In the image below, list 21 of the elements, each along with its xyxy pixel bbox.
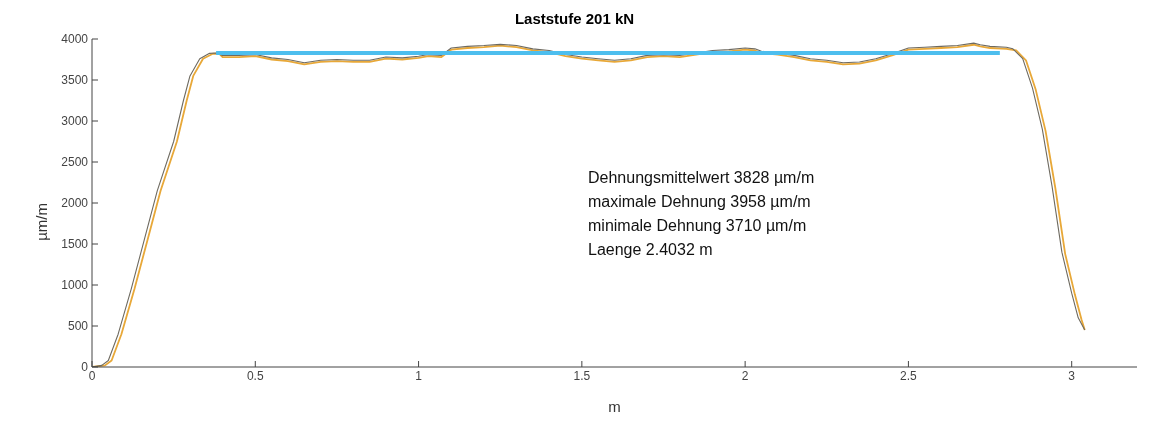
x-axis-title: m	[608, 398, 621, 415]
y-tick-label: 500	[67, 319, 89, 334]
y-axis-title: µm/m	[33, 203, 51, 241]
x-tick-label: 2	[741, 368, 749, 383]
y-tick-label: 3000	[61, 114, 89, 129]
x-tick-label: 1	[415, 368, 423, 383]
x-tick-label: 2.5	[900, 368, 918, 383]
y-tick-label: 1000	[61, 278, 89, 293]
y-tick-label: 3500	[61, 73, 89, 88]
annotation: maximale Dehnung 3958 µm/m	[588, 192, 812, 212]
annotation: minimale Dehnung 3710 µm/m	[588, 216, 808, 236]
chart-title: Laststufe 201 kN	[513, 10, 636, 27]
x-tick-label: 3	[1068, 368, 1076, 383]
annotation: Dehnungsmittelwert 3828 µm/m	[588, 168, 815, 188]
x-tick-label: 0.5	[246, 368, 264, 383]
x-tick-label: 1.5	[573, 368, 591, 383]
y-tick-label: 2000	[61, 196, 89, 211]
y-tick-label: 1500	[61, 237, 89, 252]
annotation: Laenge 2.4032 m	[588, 240, 714, 260]
y-tick-label: 2500	[61, 155, 89, 170]
y-tick-label: 4000	[61, 32, 89, 47]
